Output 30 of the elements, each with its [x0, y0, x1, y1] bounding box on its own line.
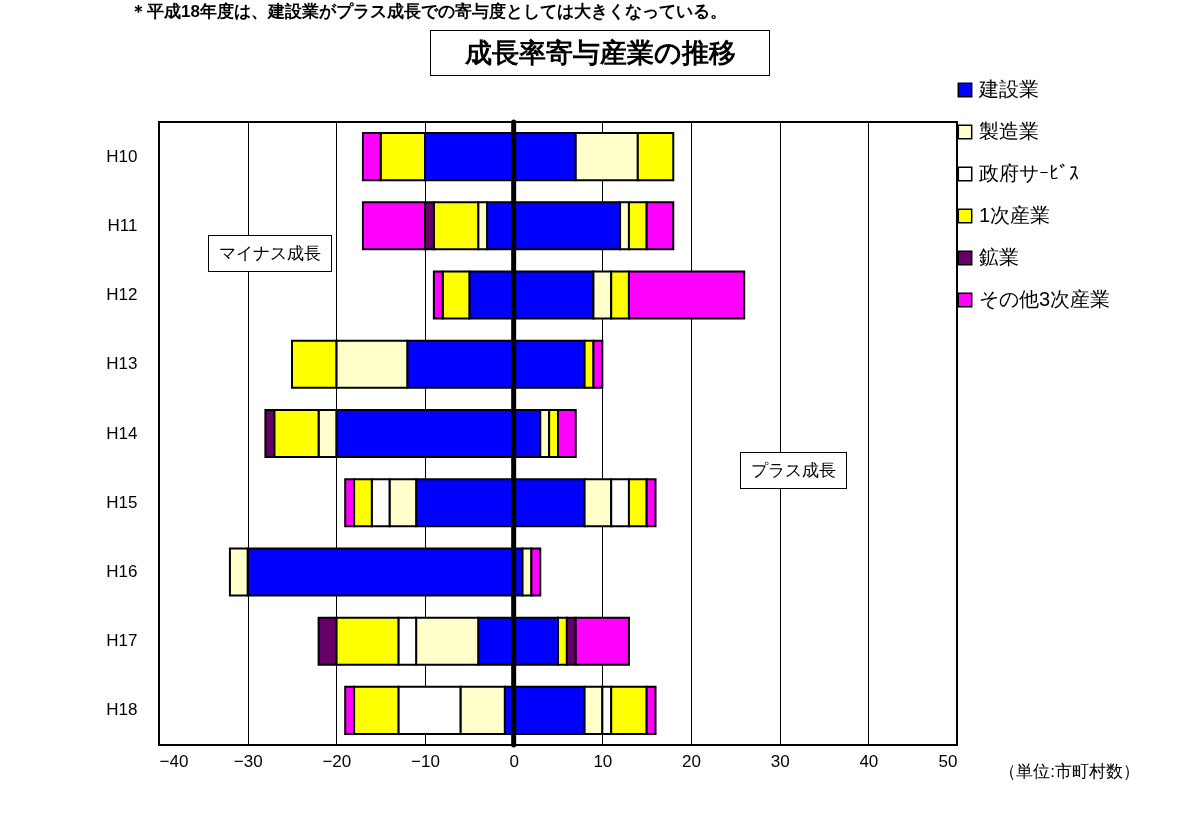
text: ＊平成18年度は、建設業がプラス成長での寄与度としては大きくなっている。 — [130, 1, 727, 23]
y-tick-label: H18 — [106, 700, 138, 720]
x-tick-label: 50 — [938, 751, 958, 771]
x-tick-label: 40 — [859, 751, 879, 771]
annotation: マイナス成長 — [208, 235, 332, 272]
x-tick-label: 20 — [682, 751, 701, 771]
x-axis-title: （単位:市町村数） — [999, 761, 1140, 781]
x-tick-label: −40 — [159, 751, 189, 771]
x-tick-label: −10 — [411, 751, 440, 771]
legend-label: 政府サｰﾋﾞｽ — [979, 162, 1079, 184]
x-tick-label: 10 — [593, 751, 613, 771]
y-tick-label: H17 — [106, 631, 138, 651]
legend-label: 1次産業 — [979, 204, 1051, 226]
y-tick-label: H10 — [106, 146, 138, 166]
y-tick-label: H15 — [106, 492, 138, 512]
x-tick-label: 0 — [509, 751, 519, 771]
legend-label: 鉱業 — [979, 246, 1019, 268]
chart-title: 成長率寄与産業の推移 — [430, 30, 770, 76]
y-tick-label: H14 — [106, 423, 138, 443]
annotation: プラス成長 — [740, 452, 847, 489]
legend-label: その他3次産業 — [979, 288, 1111, 310]
legend-label: 製造業 — [979, 120, 1039, 142]
y-tick-label: H11 — [107, 215, 138, 235]
y-tick-label: H13 — [106, 354, 138, 374]
x-tick-label: 30 — [770, 751, 790, 771]
x-tick-label: −20 — [322, 751, 352, 771]
y-tick-label: H12 — [106, 285, 138, 305]
x-tick-label: −30 — [233, 751, 263, 771]
legend-label: 建設業 — [978, 78, 1039, 100]
y-tick-label: H16 — [106, 561, 138, 581]
